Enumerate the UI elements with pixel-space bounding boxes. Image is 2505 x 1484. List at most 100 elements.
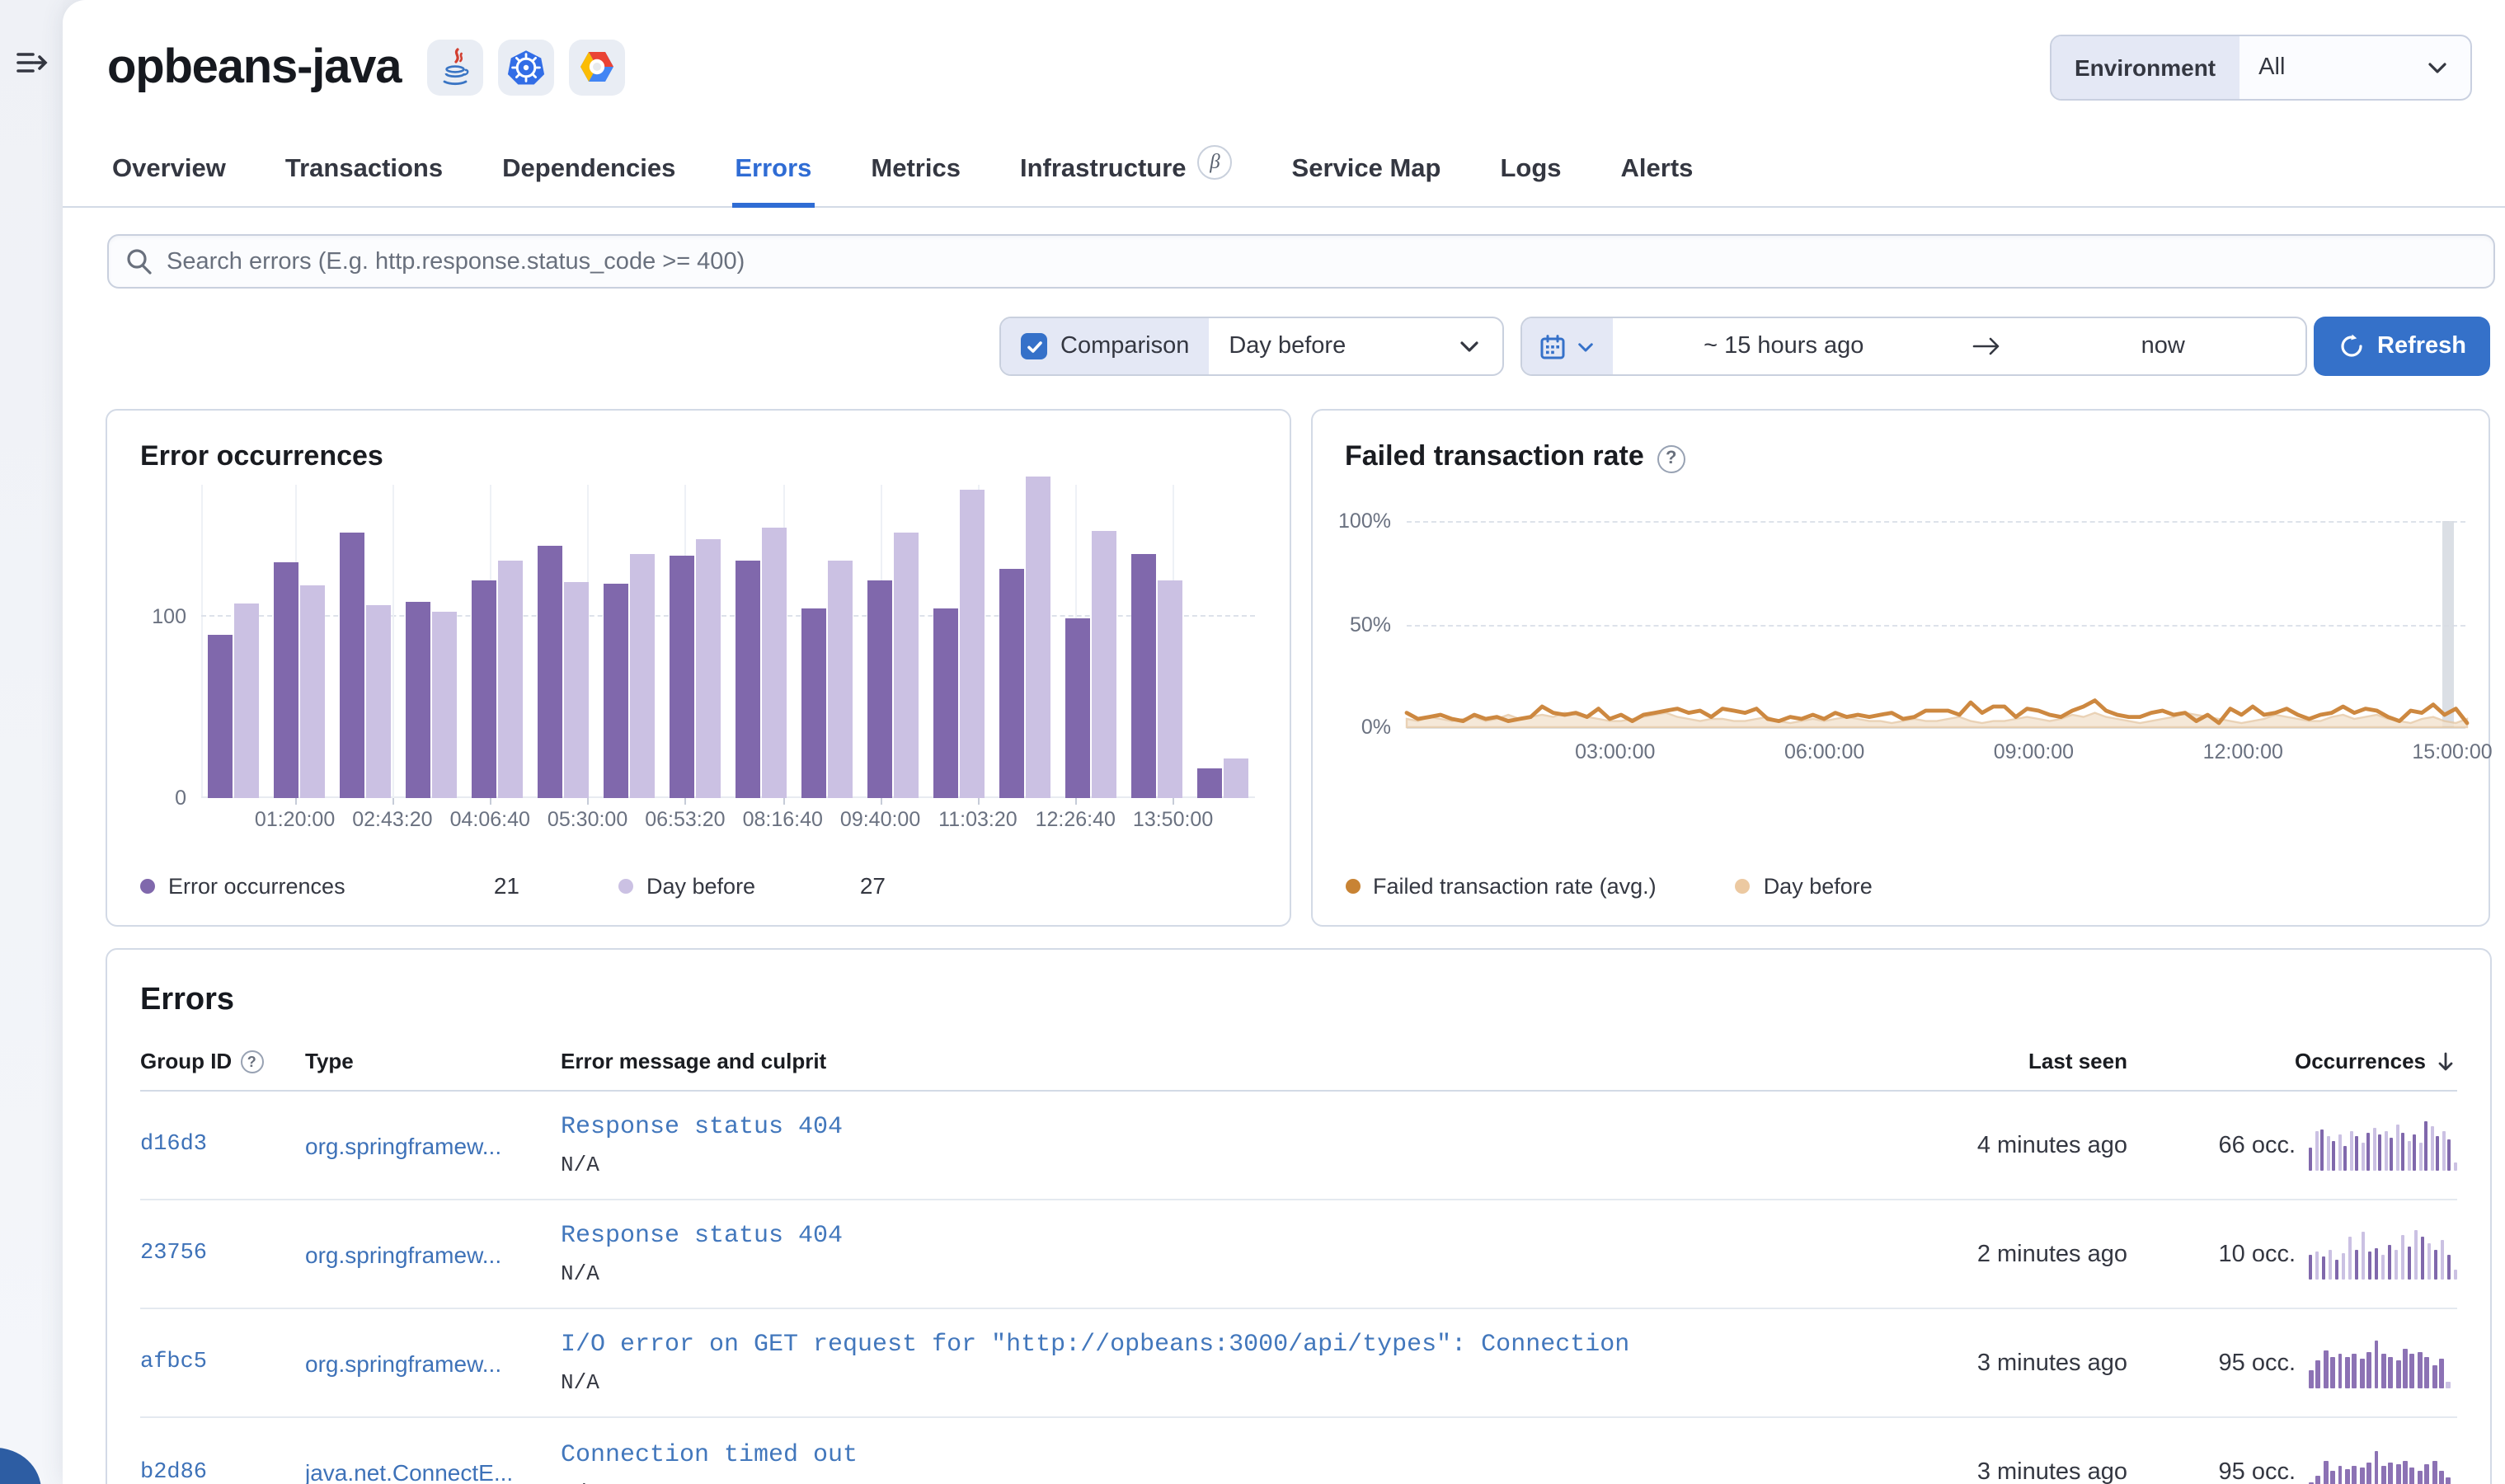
menu-expand-button[interactable] bbox=[13, 45, 49, 81]
tab-dependencies[interactable]: Dependencies bbox=[499, 135, 679, 206]
comparison-checkbox-segment[interactable]: Comparison bbox=[1001, 318, 1210, 374]
bar-error-occurrences[interactable] bbox=[274, 562, 299, 798]
bar-day-before[interactable] bbox=[1157, 580, 1182, 798]
sparkline-bar bbox=[2320, 1129, 2324, 1170]
legend-dot-failed-rate bbox=[1345, 879, 1360, 894]
bar-error-occurrences[interactable] bbox=[999, 569, 1024, 798]
bar-error-occurrences[interactable] bbox=[538, 546, 563, 798]
bar-error-occurrences[interactable] bbox=[933, 608, 958, 798]
date-end-button[interactable]: now bbox=[2021, 318, 2305, 374]
x-axis-label: 05:30:00 bbox=[547, 808, 628, 831]
current-time-annotation bbox=[2442, 521, 2455, 727]
gridline-horizontal bbox=[1406, 624, 2465, 626]
error-group-id-link[interactable]: afbc5 bbox=[140, 1350, 208, 1375]
search-errors-box[interactable] bbox=[107, 234, 2495, 289]
comparison-select[interactable]: Day before bbox=[1209, 318, 1502, 374]
sparkline-bar bbox=[2424, 1121, 2428, 1170]
bar-day-before[interactable] bbox=[300, 585, 326, 798]
sparkline-bar bbox=[2355, 1136, 2359, 1170]
bar-day-before[interactable] bbox=[959, 490, 985, 798]
column-header-message[interactable]: Error message and culprit bbox=[561, 1049, 827, 1073]
bar-day-before[interactable] bbox=[1025, 477, 1050, 798]
error-type-link[interactable]: org.springframew... bbox=[305, 1241, 502, 1267]
cell-group-id: afbc5 bbox=[140, 1350, 305, 1375]
bar-error-occurrences[interactable] bbox=[340, 533, 365, 798]
y-axis-label: 100% bbox=[1338, 510, 1391, 533]
chevron-down-icon bbox=[1460, 341, 1478, 352]
legend-label: Error occurrences bbox=[168, 873, 345, 898]
tab-overview[interactable]: Overview bbox=[109, 135, 229, 206]
bar-error-occurrences[interactable] bbox=[801, 608, 826, 798]
error-group-id-link[interactable]: 23756 bbox=[140, 1242, 208, 1266]
error-message-link[interactable]: I/O error on GET request for "http://opb… bbox=[561, 1331, 1630, 1359]
bar-day-before[interactable] bbox=[1223, 758, 1248, 798]
search-errors-input[interactable] bbox=[167, 248, 2477, 275]
bar-day-before[interactable] bbox=[498, 560, 524, 798]
date-start-button[interactable]: ~ 15 hours ago bbox=[1613, 318, 1955, 374]
error-type-link[interactable]: java.net.ConnectE... bbox=[305, 1459, 514, 1484]
tab-logs[interactable]: Logs bbox=[1497, 135, 1564, 206]
sparkline-bar bbox=[2309, 1148, 2313, 1170]
sparkline-bar bbox=[2372, 1128, 2376, 1170]
error-group-id-link[interactable]: d16d3 bbox=[140, 1133, 208, 1158]
bar-error-occurrences[interactable] bbox=[604, 584, 629, 798]
column-header-last-seen[interactable]: Last seen bbox=[2028, 1049, 2127, 1073]
bar-day-before[interactable] bbox=[432, 611, 458, 798]
tab-service-map[interactable]: Service Map bbox=[1289, 135, 1445, 206]
bar-error-occurrences[interactable] bbox=[1196, 768, 1222, 798]
error-type-link[interactable]: org.springframew... bbox=[305, 1350, 502, 1376]
sparkline-bar bbox=[2387, 1244, 2392, 1279]
y-axis-line bbox=[201, 485, 203, 798]
bar-day-before[interactable] bbox=[761, 528, 787, 798]
bar-error-occurrences[interactable] bbox=[406, 602, 431, 798]
error-occurrences-chart[interactable]: 100 0 01:20:00 02:43:20 04:06:40 05:30:00 06:5… bbox=[152, 475, 1254, 831]
errors-table-panel: Errors Group ID ? Type Error message and… bbox=[106, 948, 2492, 1484]
failed-transaction-rate-panel: Failed transaction rate ? 100% 50% 0% 03:00… bbox=[1310, 409, 2493, 927]
chart-title: Failed transaction rate ? bbox=[1312, 411, 2489, 473]
bar-error-occurrences[interactable] bbox=[670, 555, 695, 798]
help-icon[interactable]: ? bbox=[240, 1050, 264, 1073]
bar-day-before[interactable] bbox=[630, 553, 656, 798]
date-picker-calendar-button[interactable] bbox=[1522, 318, 1613, 374]
tab-alerts[interactable]: Alerts bbox=[1618, 135, 1697, 206]
column-header-group-id[interactable]: Group ID ? bbox=[140, 1049, 305, 1073]
error-group-id-link[interactable]: b2d86 bbox=[140, 1460, 208, 1484]
help-icon[interactable]: ? bbox=[1657, 444, 1685, 472]
service-header: opbeans-java bbox=[63, 0, 2505, 119]
bar-error-occurrences[interactable] bbox=[472, 580, 497, 798]
bar-error-occurrences[interactable] bbox=[1065, 618, 1090, 798]
bar-day-before[interactable] bbox=[893, 533, 919, 798]
error-message-link[interactable]: Connection timed out bbox=[561, 1440, 858, 1468]
refresh-button[interactable]: Refresh bbox=[2314, 317, 2490, 376]
sparkline-bar bbox=[2374, 1451, 2379, 1484]
charts-row: Error occurrences 100 0 01:20:00 02:43:20 04… bbox=[63, 376, 2505, 927]
bar-day-before[interactable] bbox=[366, 605, 392, 798]
sort-desc-icon bbox=[2438, 1051, 2453, 1070]
environment-select[interactable]: Environment All bbox=[2050, 35, 2472, 101]
bar-error-occurrences[interactable] bbox=[735, 560, 760, 798]
bar-day-before[interactable] bbox=[696, 538, 721, 798]
sparkline-bar bbox=[2321, 1256, 2326, 1279]
column-header-occurrences[interactable]: Occurrences bbox=[2127, 1049, 2457, 1073]
chevron-down-icon bbox=[1578, 342, 1593, 351]
bar-error-occurrences[interactable] bbox=[1130, 553, 1156, 798]
bar-day-before[interactable] bbox=[1091, 531, 1116, 798]
bar-day-before[interactable] bbox=[234, 603, 260, 798]
x-axis-label: 13:50:00 bbox=[1132, 808, 1214, 831]
bar-error-occurrences[interactable] bbox=[867, 580, 892, 798]
sparkline-bar bbox=[2361, 1232, 2366, 1279]
tab-metrics[interactable]: Metrics bbox=[867, 135, 964, 206]
bar-day-before[interactable] bbox=[827, 560, 853, 798]
sparkline-bar bbox=[2343, 1145, 2348, 1170]
tab-errors[interactable]: Errors bbox=[731, 135, 815, 208]
tab-transactions[interactable]: Transactions bbox=[282, 135, 446, 206]
error-message-link[interactable]: Response status 404 bbox=[561, 1113, 844, 1141]
column-header-type[interactable]: Type bbox=[305, 1049, 354, 1073]
error-type-link[interactable]: org.springframew... bbox=[305, 1132, 502, 1158]
bar-error-occurrences[interactable] bbox=[208, 635, 233, 798]
error-message-link[interactable]: Response status 404 bbox=[561, 1222, 844, 1250]
comparison-checkbox[interactable] bbox=[1021, 333, 1047, 359]
tab-infrastructure[interactable]: Infrastructure β bbox=[1017, 135, 1236, 206]
failed-transaction-rate-chart[interactable]: 100% 50% 0% 03:00:00 06:00:00 09:00:00 12:00:0… bbox=[1338, 510, 2493, 763]
bar-day-before[interactable] bbox=[564, 582, 590, 798]
